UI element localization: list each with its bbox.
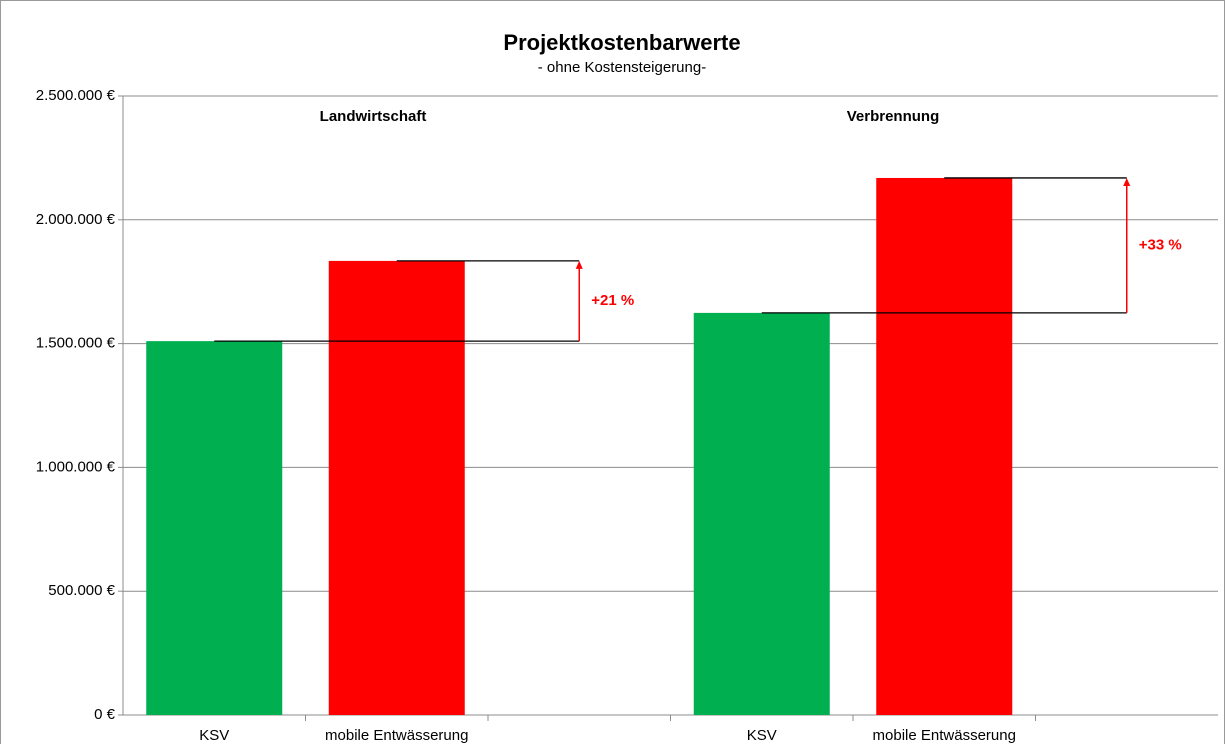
group-label: Landwirtschaft [320, 108, 427, 125]
y-tick-label: 2.500.000 € [36, 87, 116, 104]
y-tick-label: 1.000.000 € [36, 458, 116, 475]
x-tick-label: mobile Entwässerung [325, 727, 468, 744]
group-label: Verbrennung [847, 108, 940, 125]
y-tick-label: 2.000.000 € [36, 211, 116, 228]
change-arrowhead [575, 260, 583, 269]
y-tick-label: 0 € [94, 706, 116, 723]
bar [876, 177, 1013, 716]
x-tick-label: mobile Entwässerung [873, 727, 1016, 744]
change-label: +21 % [591, 292, 634, 309]
change-label: +33 % [1139, 236, 1182, 253]
chart-title: Projektkostenbarwerte [503, 30, 740, 55]
change-arrowhead [1123, 177, 1131, 186]
bar [693, 312, 830, 715]
chart-subtitle: - ohne Kostensteigerung- [538, 59, 706, 76]
y-tick-label: 500.000 € [48, 582, 115, 599]
bar [146, 341, 283, 715]
y-tick-label: 1.500.000 € [36, 335, 116, 352]
x-tick-label: KSV [747, 727, 777, 744]
bar [328, 260, 465, 715]
x-tick-label: KSV [199, 727, 229, 744]
